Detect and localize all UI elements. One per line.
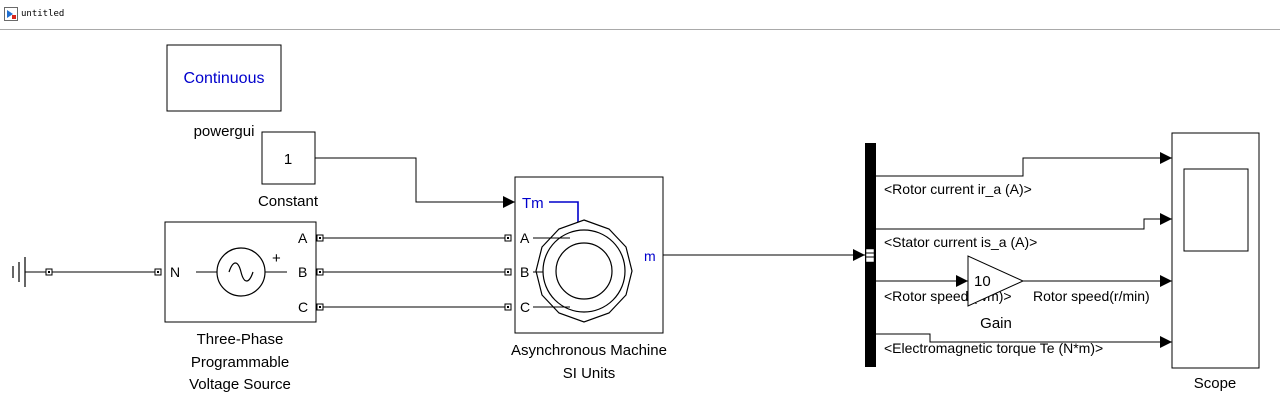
signal-torque[interactable]: [876, 333, 1172, 348]
scope-block[interactable]: [1171, 132, 1260, 369]
machine-port-a[interactable]: [504, 234, 512, 242]
source-label-line1: Three-Phase: [197, 331, 284, 348]
source-port-a[interactable]: [316, 234, 324, 242]
signal-stator-current-label: <Stator current is_a (A)>: [884, 234, 1037, 250]
source-port-n-label: N: [170, 264, 180, 280]
machine-port-b[interactable]: [504, 268, 512, 276]
machine-rotor-icon: [533, 219, 633, 323]
machine-label-line1: Asynchronous Machine: [511, 342, 667, 359]
source-plus-sign: +: [272, 250, 281, 267]
machine-port-m-label: m: [644, 248, 656, 264]
gain-label: Gain: [980, 315, 1012, 332]
source-port-b-label: B: [298, 264, 307, 280]
powergui-block[interactable]: Continuous: [166, 44, 282, 112]
window-titlebar: untitled: [0, 0, 1280, 30]
ground-icon[interactable]: [12, 257, 53, 287]
source-port-c-label: C: [298, 299, 308, 315]
machine-port-a-label: A: [520, 230, 530, 246]
powergui-display: Continuous: [184, 70, 265, 87]
constant-block[interactable]: 1: [261, 131, 316, 185]
voltage-source-block[interactable]: N + A B C: [154, 221, 324, 323]
signal-constant-tm[interactable]: [315, 157, 515, 208]
window-title: untitled: [21, 9, 65, 19]
signal-rotor-current[interactable]: [876, 152, 1172, 177]
signal-rotor-speed-rpm-label: Rotor speed(r/min): [1033, 288, 1150, 304]
signal-rotor-current-label: <Rotor current ir_a (A)>: [884, 181, 1032, 197]
machine-port-c[interactable]: [504, 303, 512, 311]
signal-stator-current[interactable]: [876, 213, 1172, 230]
asynchronous-machine-block[interactable]: Tm A B C m: [504, 176, 664, 334]
source-label-line3: Voltage Source: [189, 376, 291, 393]
bus-selector-block[interactable]: [865, 143, 876, 367]
ac-source-icon: [196, 247, 287, 297]
source-port-c[interactable]: [316, 303, 324, 311]
machine-port-tm-label: Tm: [522, 195, 544, 212]
constant-value: 1: [284, 151, 292, 168]
source-port-b[interactable]: [316, 268, 324, 276]
source-port-a-label: A: [298, 230, 308, 246]
powergui-label: powergui: [194, 123, 255, 140]
source-label-line2: Programmable: [191, 354, 289, 371]
machine-port-c-label: C: [520, 299, 530, 315]
scope-screen-icon: [1183, 168, 1249, 252]
constant-label: Constant: [258, 193, 319, 210]
machine-label-line2: SI Units: [563, 365, 616, 382]
scope-label: Scope: [1194, 375, 1237, 392]
machine-port-b-label: B: [520, 264, 529, 280]
gain-block[interactable]: 10: [967, 255, 1025, 307]
gain-value: 10: [974, 273, 991, 290]
signal-torque-label: <Electromagnetic torque Te (N*m)>: [884, 340, 1103, 356]
simulink-model-icon: [4, 7, 18, 21]
